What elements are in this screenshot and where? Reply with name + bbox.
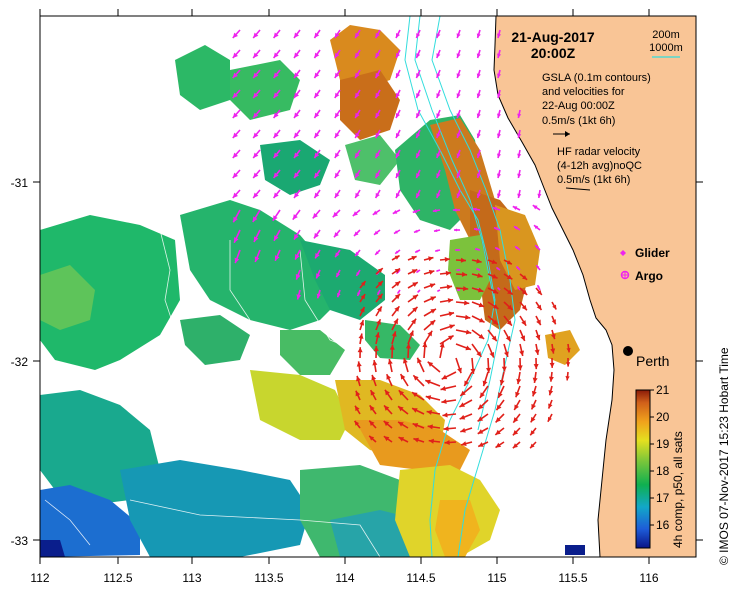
x-tick-label: 115 [487, 571, 506, 585]
hf-legend-line3: 0.5m/s (1kt 6h) [557, 174, 630, 186]
axis-ticks [33, 9, 703, 564]
x-tick-label: 116 [639, 571, 658, 585]
x-tick-label: 114.5 [406, 571, 435, 585]
argo-legend-label: Argo [635, 269, 663, 283]
glider-legend-label: Glider [635, 246, 670, 260]
x-tick-label: 115.5 [558, 571, 587, 585]
y-tick-label: -31 [11, 176, 29, 190]
isobaths [404, 16, 516, 557]
gsla-legend-line4: 0.5m/s (1kt 6h) [542, 115, 615, 127]
argo-marker-icon [620, 270, 630, 280]
gsla-velocity-arrows [232, 29, 542, 300]
map-date: 21-Aug-2017 [511, 29, 594, 45]
perth-city-icon [623, 346, 633, 356]
map-time: 20:00Z [531, 45, 576, 61]
colorbar-tick-label: 17 [656, 491, 670, 505]
hf-scale-arrow [565, 187, 591, 191]
sst-field [40, 25, 585, 557]
y-tick-label: -33 [11, 534, 29, 548]
hf-radar-arrows [353, 254, 571, 449]
isobath-200m-label: 200m [652, 29, 680, 41]
gsla-legend-line2: and velocities for [542, 86, 625, 98]
gsla-legend-line3: 22-Aug 00:00Z [542, 100, 615, 112]
x-tick-label: 114 [335, 571, 354, 585]
x-tick-label: 113.5 [254, 571, 283, 585]
isobath-1000m-label: 1000m [649, 42, 683, 54]
glider-marker-icon [620, 250, 626, 256]
hf-legend-line1: HF radar velocity [557, 146, 641, 158]
gsla-scale-arrow [553, 131, 570, 137]
x-axis-labels: 112 112.5 113 113.5 114 114.5 115 115.5 … [30, 571, 658, 585]
x-tick-label: 113 [182, 571, 201, 585]
city-label-perth: Perth [636, 353, 669, 369]
colorbar-tick-label: 20 [656, 410, 670, 424]
y-axis-labels: -31 -32 -33 [11, 176, 29, 548]
colorbar-ticks [650, 389, 654, 526]
y-tick-label: -32 [11, 355, 29, 369]
colorbar-tick-label: 18 [656, 464, 670, 478]
gsla-legend-line1: GSLA (0.1m contours) [542, 72, 651, 84]
colorbar-tick-label: 19 [656, 437, 670, 451]
colorbar-title: 4h comp, p50, all sats [671, 431, 685, 548]
credit-text: © IMOS 07-Nov-2017 15:23 Hobart Time [717, 347, 731, 565]
x-tick-label: 112.5 [103, 571, 132, 585]
colorbar-tick-label: 16 [656, 518, 670, 532]
plot-frame [39, 15, 697, 558]
sst-colorbar [635, 389, 651, 549]
hf-legend-line2: (4-12h avg)noQC [557, 160, 642, 172]
colorbar-tick-label: 21 [656, 383, 670, 397]
x-tick-label: 112 [30, 571, 49, 585]
